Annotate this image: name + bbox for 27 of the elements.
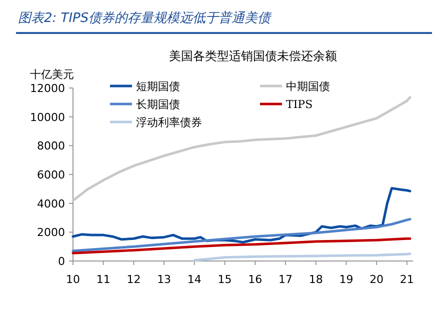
x-tick-label: 14 (187, 273, 202, 286)
x-tick-label: 11 (96, 273, 110, 286)
legend-label: 浮动利率债券 (136, 116, 202, 129)
y-tick-label: 4000 (37, 197, 65, 210)
x-tick-label: 20 (370, 273, 384, 286)
x-tick-label: 18 (308, 273, 323, 286)
legend-label: 长期国债 (136, 98, 180, 111)
legend-label: TIPS (286, 98, 313, 111)
x-tick-label: 19 (339, 273, 354, 286)
x-tick-label: 10 (66, 273, 80, 286)
x-tick-label: 16 (248, 273, 262, 286)
y-tick-label: 8000 (37, 140, 65, 153)
y-axis-title: 十亿美元 (30, 68, 74, 81)
legend-label: 中期国债 (286, 80, 330, 93)
x-tick-label: 15 (218, 273, 232, 286)
y-tick-label: 2000 (37, 226, 65, 240)
chart-subtitle: 图表2: TIPS债券的存量规模远低于普通美债 (18, 10, 273, 26)
x-tick-label: 21 (400, 273, 414, 286)
y-tick-label: 10000 (30, 110, 65, 124)
y-tick-label: 6000 (37, 168, 65, 182)
x-tick-label: 12 (126, 273, 141, 286)
chart-title: 美国各类型适销国债未偿还余额 (169, 49, 337, 63)
y-tick-label: 12000 (30, 82, 65, 95)
legend-label: 短期国债 (136, 80, 180, 93)
y-tick-label: 0 (58, 255, 65, 268)
x-tick-label: 17 (278, 273, 292, 286)
x-tick-label: 13 (157, 273, 172, 286)
